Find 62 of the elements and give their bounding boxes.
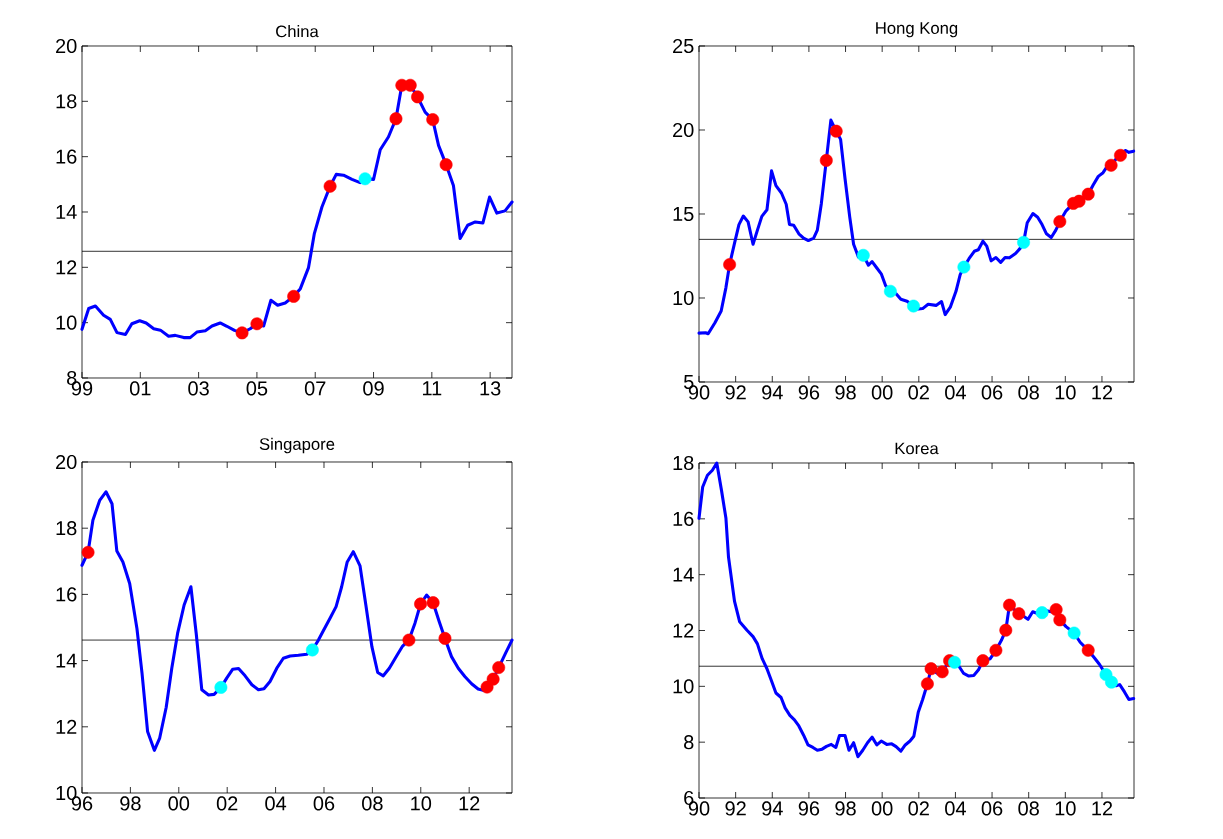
y-tick-label: 25 xyxy=(673,38,694,54)
x-tick-label: 10 xyxy=(1055,801,1076,816)
x-tick-label: 05 xyxy=(246,381,268,396)
chart-title: Hong Kong xyxy=(876,22,958,38)
x-tick-label: 12 xyxy=(459,796,480,811)
y-tick-label: 15 xyxy=(673,207,694,221)
y-tick-label: 18 xyxy=(56,94,77,109)
x-tick-label: 98 xyxy=(835,801,856,816)
y-tick-label: 16 xyxy=(673,511,694,526)
x-tick-label: 02 xyxy=(216,796,238,811)
x-tick-label: 04 xyxy=(945,385,966,400)
x-tick-label: 04 xyxy=(945,801,966,816)
x-tick-label: 00 xyxy=(168,796,190,811)
x-tick-label: 04 xyxy=(265,796,287,811)
x-tick-label: 11 xyxy=(422,381,442,396)
x-tick-label: 96 xyxy=(798,385,820,400)
x-tick-label: 92 xyxy=(725,801,746,816)
x-tick-label: 94 xyxy=(762,385,783,400)
y-tick-label: 14 xyxy=(56,653,77,668)
x-tick-label: 07 xyxy=(304,381,326,396)
y-tick-label: 18 xyxy=(56,521,77,536)
x-tick-label: 02 xyxy=(908,385,929,400)
y-tick-label: 10 xyxy=(673,679,694,694)
x-tick-label: 03 xyxy=(188,381,209,396)
y-tick-label: 8 xyxy=(684,735,694,750)
y-tick-label: 14 xyxy=(673,567,694,582)
x-tick-label: 10 xyxy=(1055,385,1076,400)
y-tick-label: 20 xyxy=(56,454,77,470)
chart-title: Singapore xyxy=(259,437,335,454)
x-tick-label: 08 xyxy=(362,796,383,811)
y-tick-label: 14 xyxy=(56,205,77,219)
x-tick-label: 12 xyxy=(1092,385,1113,400)
x-tick-label: 12 xyxy=(1092,801,1113,816)
y-tick-label: 10 xyxy=(673,290,694,306)
y-tick-label: 16 xyxy=(56,149,77,164)
x-tick-label: 08 xyxy=(1018,385,1039,400)
y-tick-label: 20 xyxy=(673,122,694,138)
x-tick-label: 02 xyxy=(908,801,929,816)
y-tick-label: 12 xyxy=(56,260,77,275)
y-tick-label: 12 xyxy=(673,623,694,638)
x-tick-label: 08 xyxy=(1018,801,1039,816)
x-tick-label: 98 xyxy=(835,385,856,400)
chart-title: Korea xyxy=(895,442,939,455)
x-tick-label: 09 xyxy=(363,381,384,396)
x-tick-label: 10 xyxy=(411,796,432,811)
x-tick-label: 98 xyxy=(120,796,141,811)
x-tick-label: 92 xyxy=(725,385,746,400)
y-tick-label: 18 xyxy=(673,455,694,471)
y-tick-label: 20 xyxy=(56,38,77,54)
y-tick-label: 12 xyxy=(56,719,77,734)
x-tick-label: 00 xyxy=(871,385,893,400)
y-tick-label: 16 xyxy=(56,587,77,602)
chart-title: China xyxy=(276,25,319,38)
x-tick-label: 13 xyxy=(480,381,501,396)
x-tick-label: 06 xyxy=(981,801,1003,816)
x-tick-label: 94 xyxy=(762,801,783,816)
x-tick-label: 06 xyxy=(981,385,1003,400)
y-tick-label: 10 xyxy=(56,315,77,330)
x-tick-label: 96 xyxy=(798,801,820,816)
x-tick-label: 00 xyxy=(871,801,893,816)
x-tick-label: 01 xyxy=(129,381,151,396)
x-tick-label: 06 xyxy=(313,796,335,811)
